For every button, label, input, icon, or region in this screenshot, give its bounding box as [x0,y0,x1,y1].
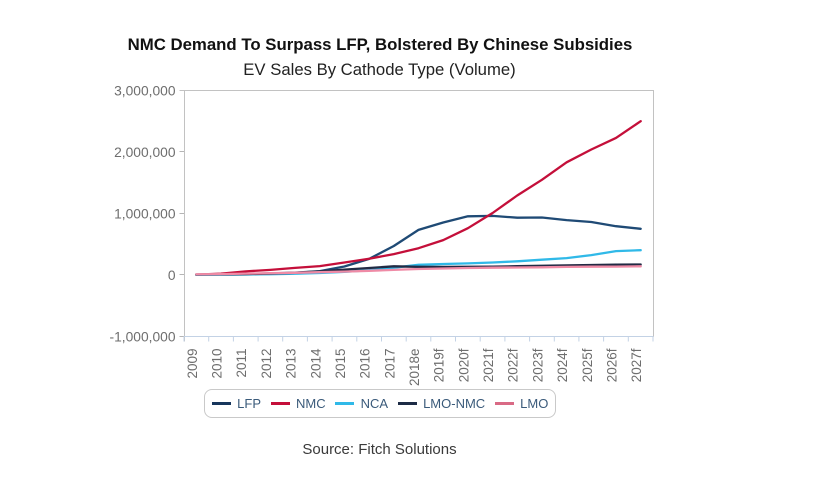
svg-text:0: 0 [168,268,176,283]
svg-text:2020f: 2020f [456,348,471,382]
svg-text:2010: 2010 [210,349,225,379]
svg-text:2015: 2015 [333,349,348,379]
svg-text:1,000,000: 1,000,000 [114,207,176,222]
svg-text:2023f: 2023f [530,348,545,382]
svg-text:2013: 2013 [284,349,299,379]
svg-text:2024f: 2024f [555,348,570,382]
svg-text:2026f: 2026f [605,348,620,382]
svg-text:2009: 2009 [185,349,200,379]
svg-text:2019f: 2019f [432,348,447,382]
svg-text:2014: 2014 [308,348,323,379]
svg-text:2016: 2016 [358,349,373,379]
svg-text:2027f: 2027f [629,348,644,382]
svg-text:2025f: 2025f [580,348,595,382]
svg-text:2017: 2017 [382,349,397,379]
svg-text:2018e: 2018e [407,349,422,387]
svg-text:3,000,000: 3,000,000 [114,84,176,99]
svg-text:-1,000,000: -1,000,000 [110,330,176,345]
svg-text:2012: 2012 [259,349,274,379]
svg-text:2021f: 2021f [481,348,496,382]
svg-text:2022f: 2022f [506,348,521,382]
svg-text:2,000,000: 2,000,000 [114,145,176,160]
svg-text:2011: 2011 [234,349,249,378]
